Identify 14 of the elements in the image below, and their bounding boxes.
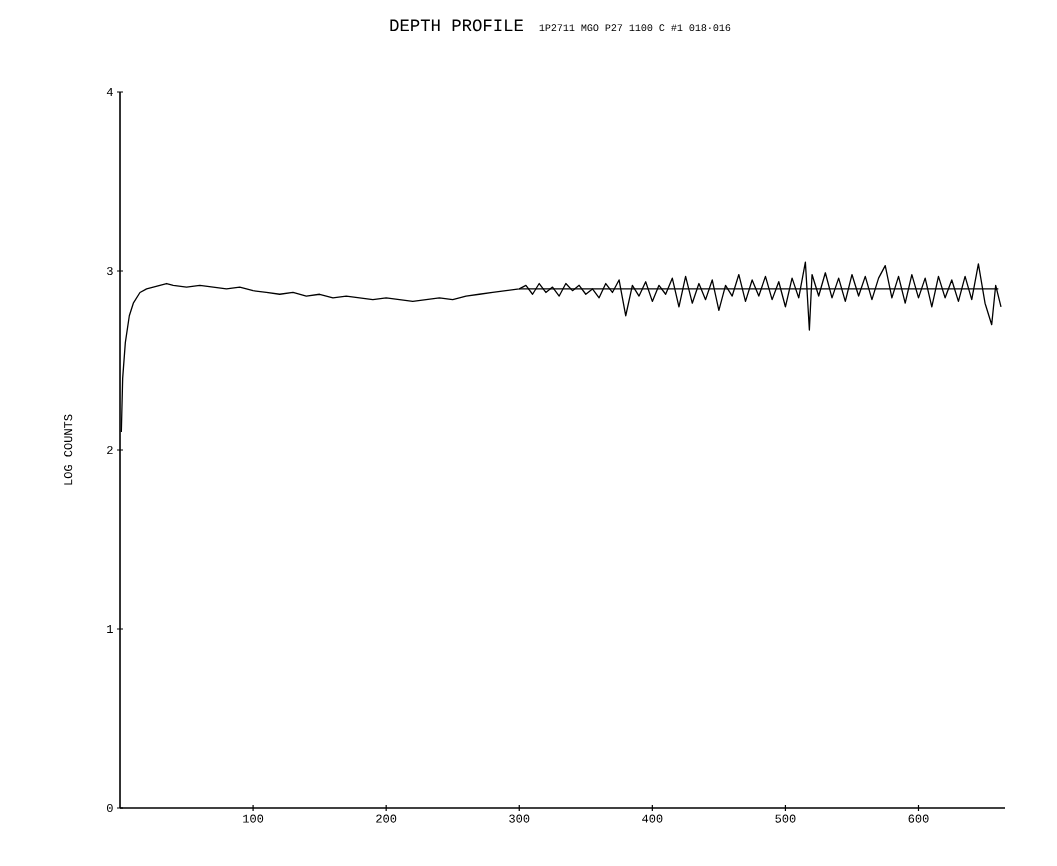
x-tick-label: 200 [376, 814, 397, 823]
x-tick-label: 600 [908, 814, 929, 823]
x-tick-label: 100 [243, 814, 264, 823]
y-axis-title: LOG COUNTS [64, 414, 73, 485]
y-tick-label: 1 [107, 625, 113, 633]
chart-title: DEPTH PROFILE [390, 19, 523, 32]
y-tick-label: 4 [106, 88, 113, 96]
x-tick-label: 400 [642, 814, 663, 823]
y-tick-label: 2 [107, 445, 113, 454]
x-tick-label: 500 [775, 814, 796, 823]
y-tick-label: 3 [107, 266, 113, 276]
y-tick-label: 0 [106, 803, 113, 813]
x-tick-label: 300 [509, 814, 530, 823]
chart-subtitle: 1P2711 MGO P27 1100 C #1 018·016 [539, 24, 731, 32]
